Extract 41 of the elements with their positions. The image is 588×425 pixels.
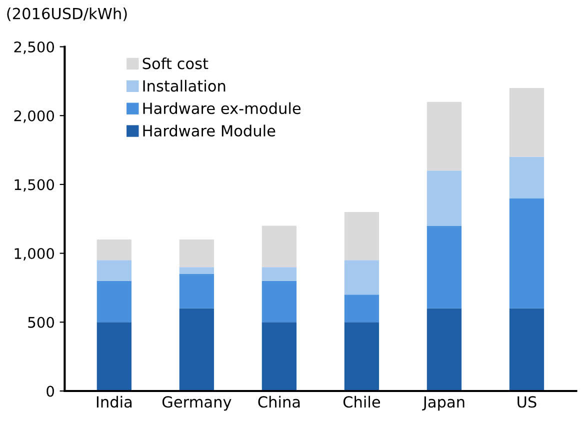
bar — [426, 308, 462, 391]
y-tick-label: 500 — [28, 316, 54, 328]
bar — [179, 240, 214, 268]
legend-label: Hardware ex-module — [143, 102, 301, 114]
bar — [262, 322, 297, 391]
bar — [179, 274, 214, 308]
bar — [344, 212, 380, 260]
y-tick-label: 1,000 — [14, 248, 54, 261]
bar — [509, 156, 544, 198]
bar — [179, 267, 214, 274]
legend-label: Hardware Module — [143, 124, 276, 137]
bar — [509, 308, 544, 391]
bar — [96, 322, 132, 391]
bar — [179, 308, 214, 391]
bar — [96, 240, 132, 260]
bar — [426, 102, 462, 171]
y-axis-title: (2016USD/kWh) — [7, 7, 127, 22]
legend-label: Soft cost — [142, 57, 208, 70]
bar — [262, 226, 297, 268]
y-tick-label: 2,000 — [14, 110, 54, 123]
bar — [426, 226, 462, 308]
bar — [509, 88, 544, 157]
x-tick-label: Japan — [422, 396, 464, 411]
x-tick-label: US — [518, 396, 536, 408]
bar — [96, 260, 132, 281]
bar — [96, 280, 132, 322]
x-tick-label: China — [258, 396, 300, 408]
x-tick-label: Germany — [162, 396, 232, 411]
x-tick-label: India — [96, 396, 132, 408]
y-tick-label: 2,500 — [14, 41, 54, 54]
y-tick-label: 1,500 — [14, 179, 54, 192]
bar — [262, 267, 297, 281]
legend-label: Installation — [143, 80, 226, 92]
bar — [509, 198, 544, 308]
bar — [344, 294, 380, 322]
bar — [344, 322, 380, 391]
bar — [262, 280, 297, 322]
bar — [344, 260, 380, 295]
bar — [426, 170, 462, 226]
x-tick-label: Chile — [343, 396, 380, 408]
y-tick-label: 0 — [46, 386, 54, 397]
